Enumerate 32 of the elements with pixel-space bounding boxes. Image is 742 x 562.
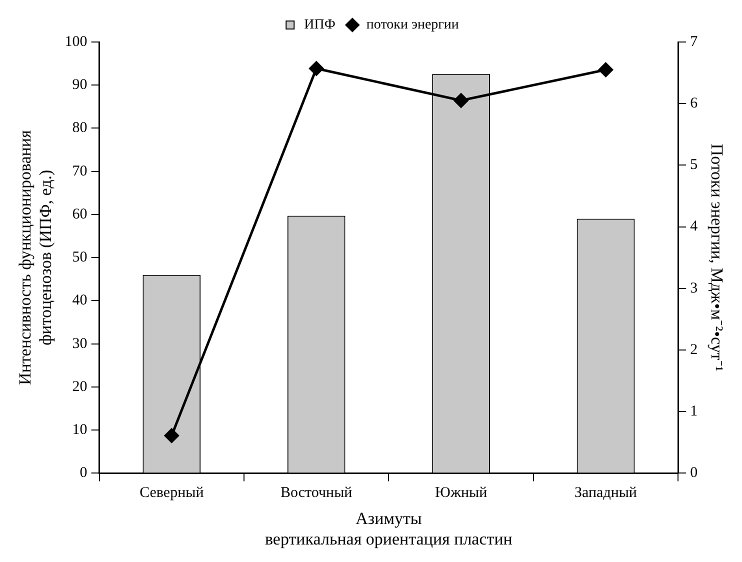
point xyxy=(454,93,468,108)
y-tick-label: 30 xyxy=(72,336,88,352)
y-axis-title: Интенсивность функционирования фитоценозов (ИПФ, ед.) xyxy=(16,130,56,386)
y2-tick-label: 1 xyxy=(690,404,698,420)
x-tick-label: Восточный xyxy=(280,485,352,502)
legend-label: потоки энергии xyxy=(366,18,460,33)
y-tick-label: 20 xyxy=(72,378,88,395)
y2-tick-label: 0 xyxy=(690,465,698,482)
y-tick-label: 100 xyxy=(64,34,88,50)
y-tick-label: 10 xyxy=(72,422,88,438)
y2-tick-label: 3 xyxy=(690,280,698,296)
x-tick-label: Северный xyxy=(140,485,204,502)
y2-tick-label: 7 xyxy=(690,34,698,50)
y2-tick-label: 4 xyxy=(690,218,698,235)
y2-axis-title: Потоки энергии, Мдж•м⁻²•сут⁻¹ xyxy=(707,144,726,372)
y-tick-label: 70 xyxy=(72,163,88,180)
y-tick-label: 50 xyxy=(72,250,88,266)
y-tick-label: 60 xyxy=(72,206,88,222)
point xyxy=(164,428,179,443)
y2-tick-label: 5 xyxy=(690,157,698,174)
x-tick-label: Западный xyxy=(574,485,637,502)
x-tick-label: Южный xyxy=(434,485,488,502)
y-tick-label: 90 xyxy=(72,77,88,94)
y-tick-label: 80 xyxy=(72,120,88,136)
x-axis-title: Азимуты вертикальная ориентация пластин xyxy=(264,508,512,548)
point xyxy=(309,61,324,76)
y2-tick-label: 6 xyxy=(690,96,698,112)
legend-label: ИПФ xyxy=(304,18,336,33)
y-tick-label: 40 xyxy=(72,292,88,309)
y-tick-label: 0 xyxy=(80,465,88,482)
point xyxy=(598,62,613,77)
y2-tick-label: 2 xyxy=(690,342,698,358)
